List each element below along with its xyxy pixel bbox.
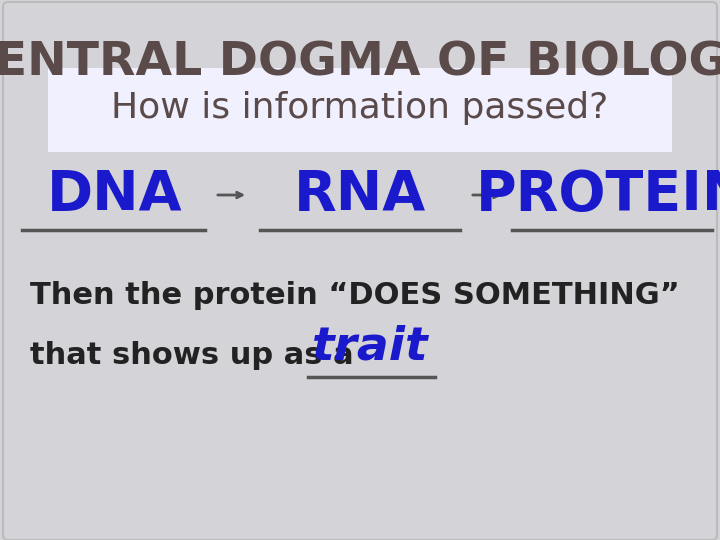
Text: Then the protein “DOES SOMETHING”: Then the protein “DOES SOMETHING” bbox=[30, 280, 680, 309]
Text: trait: trait bbox=[312, 325, 428, 369]
Text: How is information passed?: How is information passed? bbox=[112, 91, 608, 125]
Text: PROTEIN: PROTEIN bbox=[477, 168, 720, 222]
FancyBboxPatch shape bbox=[48, 68, 672, 152]
Text: that shows up as a: that shows up as a bbox=[30, 341, 364, 369]
Text: CENTRAL DOGMA OF BIOLOGY: CENTRAL DOGMA OF BIOLOGY bbox=[0, 40, 720, 85]
Text: DNA: DNA bbox=[48, 168, 183, 222]
Text: RNA: RNA bbox=[294, 168, 426, 222]
FancyBboxPatch shape bbox=[3, 2, 717, 540]
